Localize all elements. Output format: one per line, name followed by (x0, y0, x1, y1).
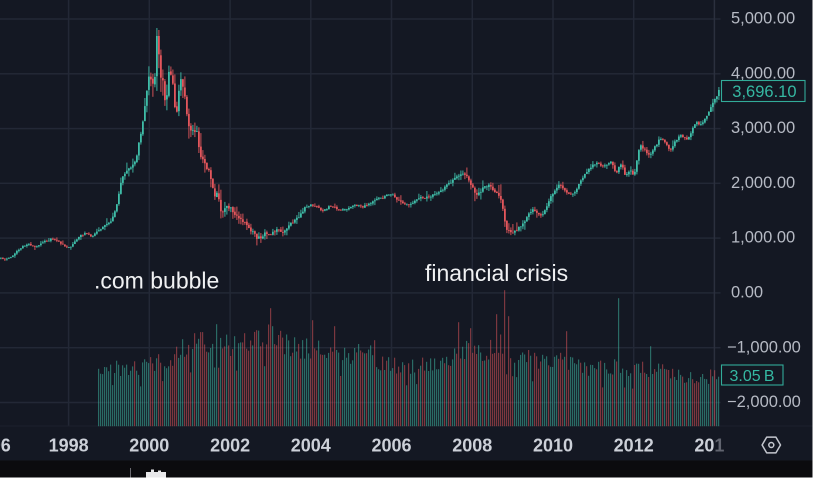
svg-text:4,000.00: 4,000.00 (731, 64, 795, 82)
svg-text:2006: 2006 (371, 435, 411, 455)
svg-text:.com bubble: .com bubble (94, 268, 219, 294)
svg-text:2000: 2000 (129, 435, 169, 455)
svg-text:5,000.00: 5,000.00 (731, 10, 795, 28)
svg-text:1996: 1996 (0, 435, 11, 455)
svg-text:−1,000.00: −1,000.00 (727, 338, 801, 356)
svg-text:1,000.00: 1,000.00 (731, 229, 795, 247)
svg-text:2010: 2010 (533, 435, 573, 455)
svg-text:3.05 B: 3.05 B (730, 368, 775, 385)
svg-text:2012: 2012 (614, 435, 654, 455)
svg-text:20: 20 (694, 435, 714, 455)
svg-text:2002: 2002 (210, 435, 250, 455)
svg-text:0.00: 0.00 (731, 284, 763, 302)
svg-text:1: 1 (714, 435, 724, 455)
svg-text:financial crisis: financial crisis (425, 260, 568, 286)
svg-text:2,000.00: 2,000.00 (731, 174, 795, 192)
svg-text:2004: 2004 (291, 435, 331, 455)
svg-text:2008: 2008 (452, 435, 492, 455)
svg-text:3,696.10: 3,696.10 (732, 83, 796, 101)
svg-text:−2,000.00: −2,000.00 (727, 393, 801, 411)
svg-text:3,000.00: 3,000.00 (731, 119, 795, 137)
svg-text:1998: 1998 (49, 435, 89, 455)
